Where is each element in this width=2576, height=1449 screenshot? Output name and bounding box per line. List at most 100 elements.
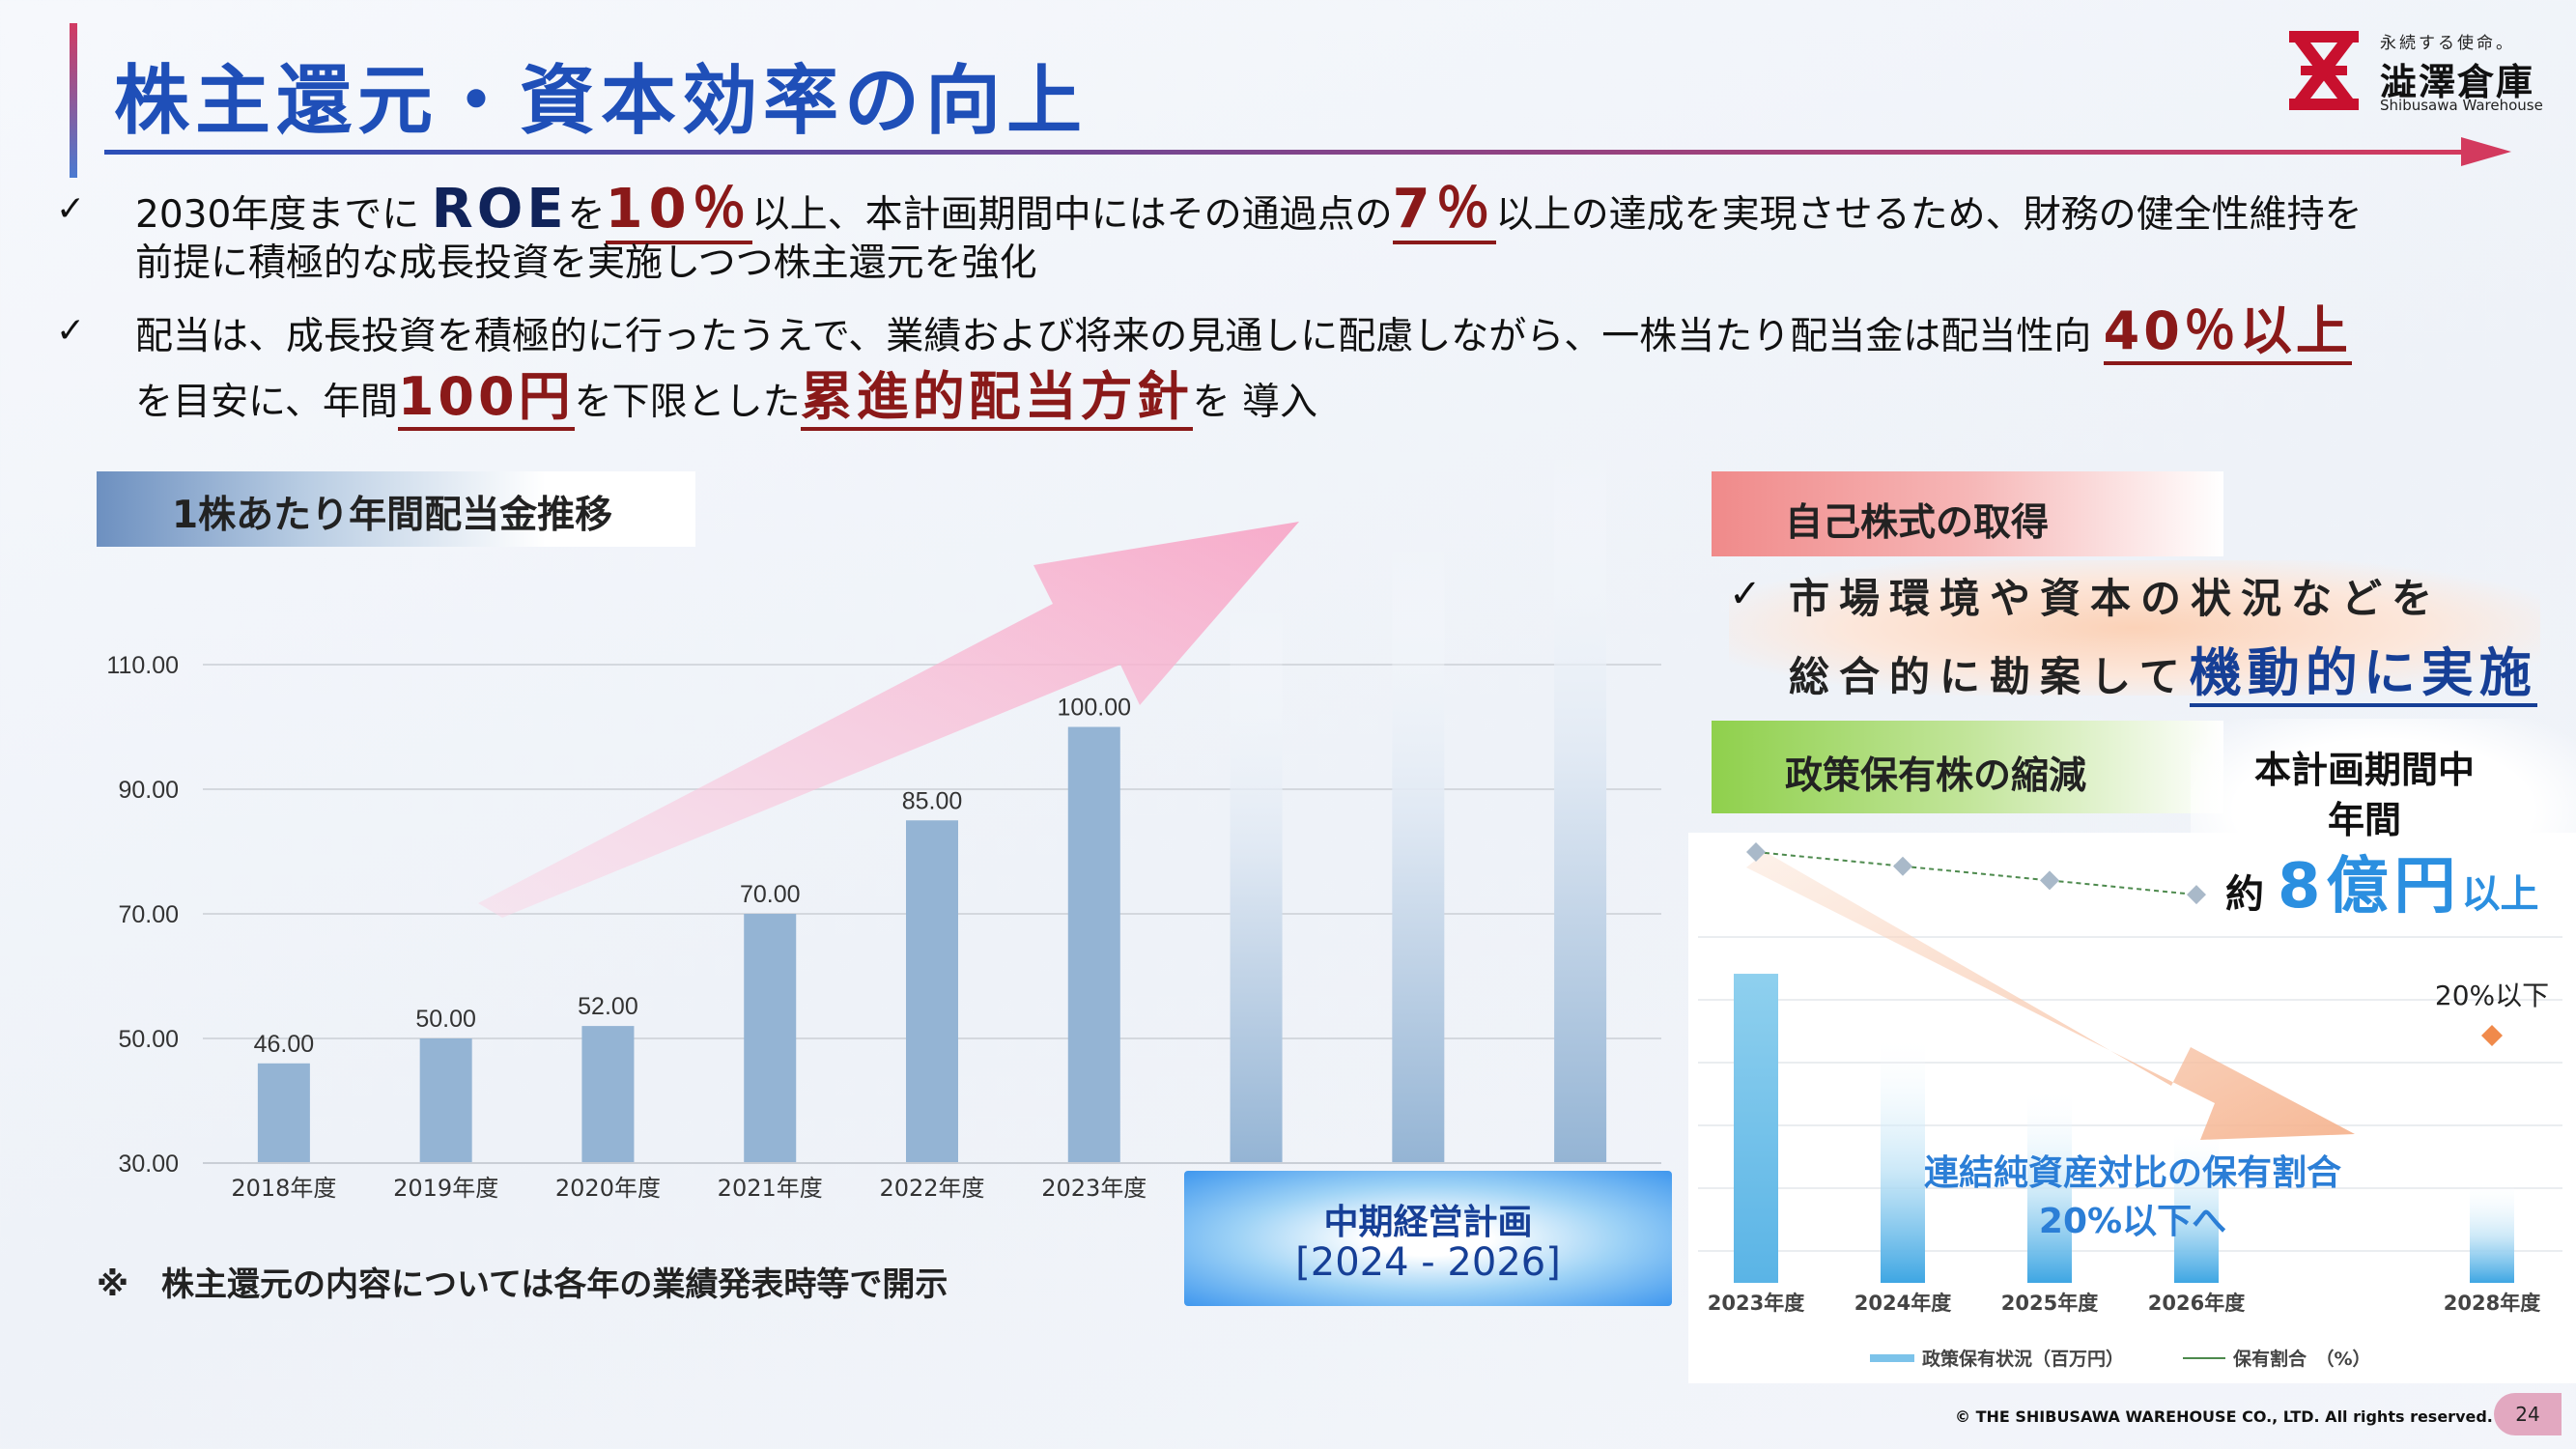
copyright: © THE SHIBUSAWA WAREHOUSE CO., LTD. All … <box>1955 1407 2493 1426</box>
reduction-line2: 年間 <box>2327 799 2401 841</box>
x-tick-label: 2026年度 <box>2148 1292 2245 1315</box>
logo-mark-icon <box>2289 31 2359 110</box>
buyback-line1: 市場環境や資本の状況などを <box>1789 575 2443 622</box>
data-label: 100.00 <box>1058 695 1131 722</box>
logo-english-name: Shibusawa Warehouse <box>2380 97 2543 114</box>
holding-chart: 2023年度 2024年度 2025年度 2026年度 2028年度 20%以下連結純資産… <box>1698 842 2562 1370</box>
reduction-arrow-icon <box>1746 852 2355 1140</box>
min-dividend-value: 100円 <box>397 366 575 431</box>
title-underline-arrow <box>104 137 2511 166</box>
bar-2019年度 <box>419 1038 472 1163</box>
bar-2022年度 <box>906 820 958 1163</box>
y-tick-label: 30.00 <box>118 1151 179 1178</box>
bullet-text: 配当は、成長投資を積極的に行ったうえで、業績および将来の見通しに配慮しながら、一… <box>135 315 2104 358</box>
page-number: 24 <box>2494 1393 2562 1435</box>
data-label: 46.00 <box>254 1031 315 1058</box>
roe-target-value: 10％ <box>605 178 752 244</box>
reduction-amount: 約 8億円以上 <box>2225 837 2538 925</box>
y-tick-label: 90.00 <box>118 777 179 804</box>
ratio-target-text-2: 20%以下へ <box>2039 1202 2226 1241</box>
roe-interim-value: 7％ <box>1392 178 1496 244</box>
logo-name: 澁澤倉庫 <box>2380 61 2535 103</box>
holding-bar-2026年度 <box>2174 1129 2219 1283</box>
legend-swatch-bar <box>1870 1354 1914 1362</box>
buyback-description: ✓ 市場環境や資本の状況などを 総合的に勘案して機動的に実施 <box>1729 560 2540 707</box>
bar-2018年度 <box>257 1063 310 1163</box>
y-tick-label: 110.00 <box>106 652 179 679</box>
bar-2023年度 <box>1067 726 1120 1163</box>
x-tick-label: 2019年度 <box>393 1175 498 1202</box>
reduction-prefix: 約 <box>2225 872 2264 917</box>
x-tick-label: 2025年度 <box>2001 1292 2098 1315</box>
x-tick-label: 2023年度 <box>1041 1175 1146 1202</box>
reduction-amount-value: 8億円 <box>2277 851 2462 923</box>
buyback-label: 自己株式の取得 <box>1712 471 2223 556</box>
plan-period: [2024 - 2026] <box>1295 1240 1561 1285</box>
y-tick-label: 70.00 <box>118 901 179 928</box>
ratio-marker <box>1746 842 1766 862</box>
holding-bar-2025年度 <box>2027 1087 2072 1283</box>
holding-bar-2023年度 <box>1734 974 1778 1283</box>
bar-2020年度 <box>581 1026 635 1163</box>
x-tick-label: 2018年度 <box>231 1175 336 1202</box>
bullet-text: を目安に、年間 <box>135 381 398 424</box>
bullet-text: 以上、本計画期間中にはその通過点の <box>751 193 1393 237</box>
reduction-target-box: 本計画期間中 年間 約 8億円以上 <box>2191 719 2576 923</box>
data-label: 52.00 <box>578 993 638 1020</box>
buyback-text: 総合的に勘案して <box>1789 653 2190 700</box>
future-bar-2024年度 <box>1230 602 1283 1163</box>
bullet-dividend-line1: 配当は、成長投資を積極的に行ったうえで、業績および将来の見通しに配慮しながら、一… <box>135 300 2352 367</box>
bullet-text: を 導入 <box>1192 381 1317 424</box>
bullet-text: を下限とした <box>574 381 801 424</box>
mid-term-plan-box: 中期経営計画 [2024 - 2026] <box>1184 1171 1672 1306</box>
ratio-target-text-1: 連結純資産対比の保有割合 <box>1924 1153 2341 1193</box>
bullet-text: 2030年度までに <box>135 193 432 237</box>
buyback-line2: 総合的に勘案して機動的に実施 <box>1789 630 2537 707</box>
holding-chart-background <box>1688 833 2576 1383</box>
data-label: 70.00 <box>740 881 801 908</box>
bullet-roe-line2: 前提に積極的な成長投資を実施しつつ株主還元を強化 <box>135 242 1037 285</box>
check-icon: ✓ <box>56 189 86 229</box>
holding-bar-2024年度 <box>1881 1034 1925 1283</box>
x-tick-label: 2021年度 <box>718 1175 823 1202</box>
ratio-marker <box>2040 870 2059 891</box>
page-number-text: 24 <box>2515 1403 2540 1426</box>
y-tick-label: 50.00 <box>118 1026 179 1053</box>
holding-label: 政策保有株の縮減 <box>1712 721 2223 813</box>
legend-label: 政策保有状況（百万円） <box>1922 1348 2124 1370</box>
reduction-suffix: 以上 <box>2461 872 2539 917</box>
ratio-line <box>1755 851 2197 896</box>
holding-label-text: 政策保有株の縮減 <box>1785 754 2087 798</box>
bullet-text: 以上の達成を実現させるため、財務の健全性維持を <box>1495 193 2363 237</box>
bullet-dividend-line2: を目安に、年間100円を下限とした累進的配当方針を 導入 <box>135 366 1317 433</box>
target-label: 20%以下 <box>2435 980 2549 1011</box>
x-tick-label: 2020年度 <box>555 1175 661 1202</box>
holding-bar-2028年度 <box>2470 1179 2514 1283</box>
check-icon: ✓ <box>1729 572 1762 616</box>
roe-label: ROE <box>431 178 568 241</box>
growth-arrow-icon <box>478 522 1299 918</box>
x-tick-label: 2022年度 <box>879 1175 984 1202</box>
logo-tagline: 永続する使命。 <box>2380 34 2515 53</box>
ratio-marker <box>1893 856 1912 876</box>
bar-2021年度 <box>744 914 797 1163</box>
legend-label: 保有割合 （%） <box>2232 1348 2371 1370</box>
dividend-chart-label: 1株あたり年間配当金推移 <box>97 471 695 547</box>
data-label: 85.00 <box>902 787 963 814</box>
payout-ratio-value: 40％以上 <box>2103 300 2352 365</box>
dividend-chart: 30.00 50.00 70.00 90.00 110.00 46.00 2018年度 50.… <box>106 454 1661 1202</box>
target-marker <box>2481 1025 2503 1046</box>
progressive-policy-label: 累進的配当方針 <box>800 366 1193 431</box>
x-tick-label: 2023年度 <box>1708 1292 1804 1315</box>
data-label: 50.00 <box>415 1006 476 1033</box>
page-title: 株主還元・資本効率の向上 <box>114 58 1089 145</box>
buyback-emphasis: 機動的に実施 <box>2189 642 2537 707</box>
bullet-text: を <box>567 193 606 237</box>
future-bar-2025年度 <box>1392 540 1445 1163</box>
title-accent-bar <box>70 23 77 178</box>
dividend-chart-label-text: 1株あたり年間配当金推移 <box>172 494 613 537</box>
reduction-line1: 本計画期間中 <box>2253 749 2475 791</box>
x-tick-label: 2028年度 <box>2444 1292 2540 1315</box>
buyback-label-text: 自己株式の取得 <box>1785 501 2050 545</box>
bullet-roe-line1: 2030年度までに ROEを10％以上、本計画期間中にはその通過点の7％以上の達… <box>135 178 2363 245</box>
